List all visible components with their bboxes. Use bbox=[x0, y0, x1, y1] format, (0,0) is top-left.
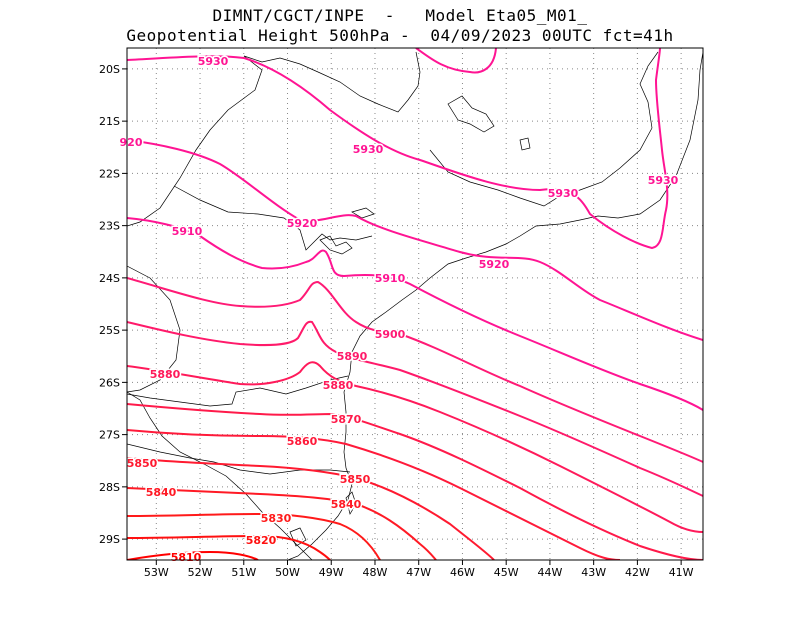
lon-tick-label: 44W bbox=[537, 566, 562, 579]
lat-tick-label: 27S bbox=[99, 429, 120, 442]
contour-label: 5930 bbox=[548, 187, 579, 200]
contour-label: 5890 bbox=[337, 350, 368, 363]
contour-label: 5810 bbox=[171, 551, 202, 564]
contour-5880 bbox=[127, 361, 703, 533]
contour-labels: 5930 5930 920 5930 5930 5920 5910 5920 5910 5900 5… bbox=[118, 54, 680, 566]
lon-tick-label: 47W bbox=[406, 566, 431, 579]
coast-island-1 bbox=[351, 207, 375, 219]
lon-tick-label: 49W bbox=[319, 566, 344, 579]
lat-tick-label: 23S bbox=[99, 220, 120, 233]
contour-label: 5850 bbox=[127, 457, 158, 470]
lat-tick-label: 29S bbox=[99, 533, 120, 546]
lat-tick-label: 24S bbox=[99, 272, 120, 285]
contour-label: 5910 bbox=[375, 272, 406, 285]
coastlines-and-borders bbox=[127, 51, 703, 560]
lat-tick-label: 28S bbox=[99, 481, 120, 494]
state-border-pr-sc bbox=[127, 375, 349, 407]
contour-5900 bbox=[127, 277, 703, 463]
state-border-mg-sp bbox=[243, 51, 421, 113]
contour-label: 5920 bbox=[479, 258, 510, 271]
lon-tick-label: 46W bbox=[450, 566, 475, 579]
contour-label: 5880 bbox=[150, 368, 181, 381]
state-border-mg-es bbox=[639, 51, 659, 129]
lat-tick-label: 20S bbox=[99, 63, 120, 76]
border-argentina bbox=[127, 391, 313, 560]
contour-label: 5860 bbox=[287, 435, 318, 448]
contour-5820 bbox=[127, 535, 331, 560]
lat-tick-label: 21S bbox=[99, 115, 120, 128]
lon-tick-label: 50W bbox=[275, 566, 300, 579]
contour-5870 bbox=[127, 403, 703, 560]
contour-label: 5930 bbox=[648, 174, 679, 187]
longitude-axis: 53W 52W 51W 50W 49W 48W 47W 46W 45W 44W 43W 42W 41W bbox=[144, 560, 694, 579]
contour-label: 5840 bbox=[146, 486, 177, 499]
grid-lines bbox=[127, 48, 703, 560]
map-title-line2: Geopotential Height 500hPa - 04/09/2023 … bbox=[126, 26, 674, 45]
contour-5930-b bbox=[415, 48, 497, 74]
state-border-sp-pr bbox=[173, 185, 373, 251]
lat-tick-label: 25S bbox=[99, 324, 120, 337]
plot-frame bbox=[126, 47, 704, 561]
contour-5810 bbox=[127, 551, 259, 560]
contour-label: 5930 bbox=[353, 143, 384, 156]
contour-label: 5900 bbox=[375, 328, 406, 341]
contour-label: 5870 bbox=[331, 413, 362, 426]
contour-5920 bbox=[127, 139, 703, 341]
contour-5890 bbox=[127, 320, 703, 497]
contour-5840 bbox=[127, 487, 437, 560]
contour-5850 bbox=[127, 457, 495, 560]
lon-tick-label: 41W bbox=[669, 566, 694, 579]
coast-lagoon-1 bbox=[447, 95, 495, 133]
latitude-axis: 20S 21S 22S 23S 24S 25S 26S 27S 28S 29S bbox=[99, 63, 127, 546]
contour-5930-a bbox=[127, 48, 669, 249]
state-border-mg-rj bbox=[429, 127, 653, 207]
contour-label: 5930 bbox=[198, 55, 229, 68]
coast-lagoon-2 bbox=[519, 137, 531, 151]
contour-label: 5920 bbox=[287, 217, 318, 230]
contour-label: 5880 bbox=[323, 379, 354, 392]
contour-label: 5830 bbox=[261, 512, 292, 525]
map-title-line1: DIMNT/CGCT/INPE - Model Eta05_M01_ bbox=[212, 6, 588, 25]
lon-tick-label: 52W bbox=[188, 566, 213, 579]
contour-label: 920 bbox=[120, 136, 143, 149]
coast-lagoon-3 bbox=[289, 527, 307, 547]
border-paraguay bbox=[127, 265, 181, 393]
contour-5860 bbox=[127, 429, 621, 560]
lat-tick-label: 26S bbox=[99, 376, 120, 389]
contour-5910 bbox=[127, 217, 703, 411]
contour-label: 5840 bbox=[331, 498, 362, 511]
lon-tick-label: 51W bbox=[231, 566, 256, 579]
lon-tick-label: 43W bbox=[581, 566, 606, 579]
contour-label: 5850 bbox=[340, 473, 371, 486]
height-contours bbox=[127, 48, 703, 560]
atlantic-coastline bbox=[287, 51, 703, 560]
contour-5830 bbox=[127, 513, 381, 560]
lon-tick-label: 48W bbox=[363, 566, 388, 579]
lon-tick-label: 42W bbox=[625, 566, 650, 579]
coast-bay-paranagua bbox=[319, 235, 353, 255]
contour-label: 5820 bbox=[246, 534, 277, 547]
lon-tick-label: 53W bbox=[144, 566, 169, 579]
state-border-sc-rs bbox=[127, 443, 351, 475]
contour-label: 5910 bbox=[172, 225, 203, 238]
lon-tick-label: 45W bbox=[494, 566, 519, 579]
lat-tick-label: 22S bbox=[99, 167, 120, 180]
state-border-ms-sp bbox=[127, 55, 263, 227]
